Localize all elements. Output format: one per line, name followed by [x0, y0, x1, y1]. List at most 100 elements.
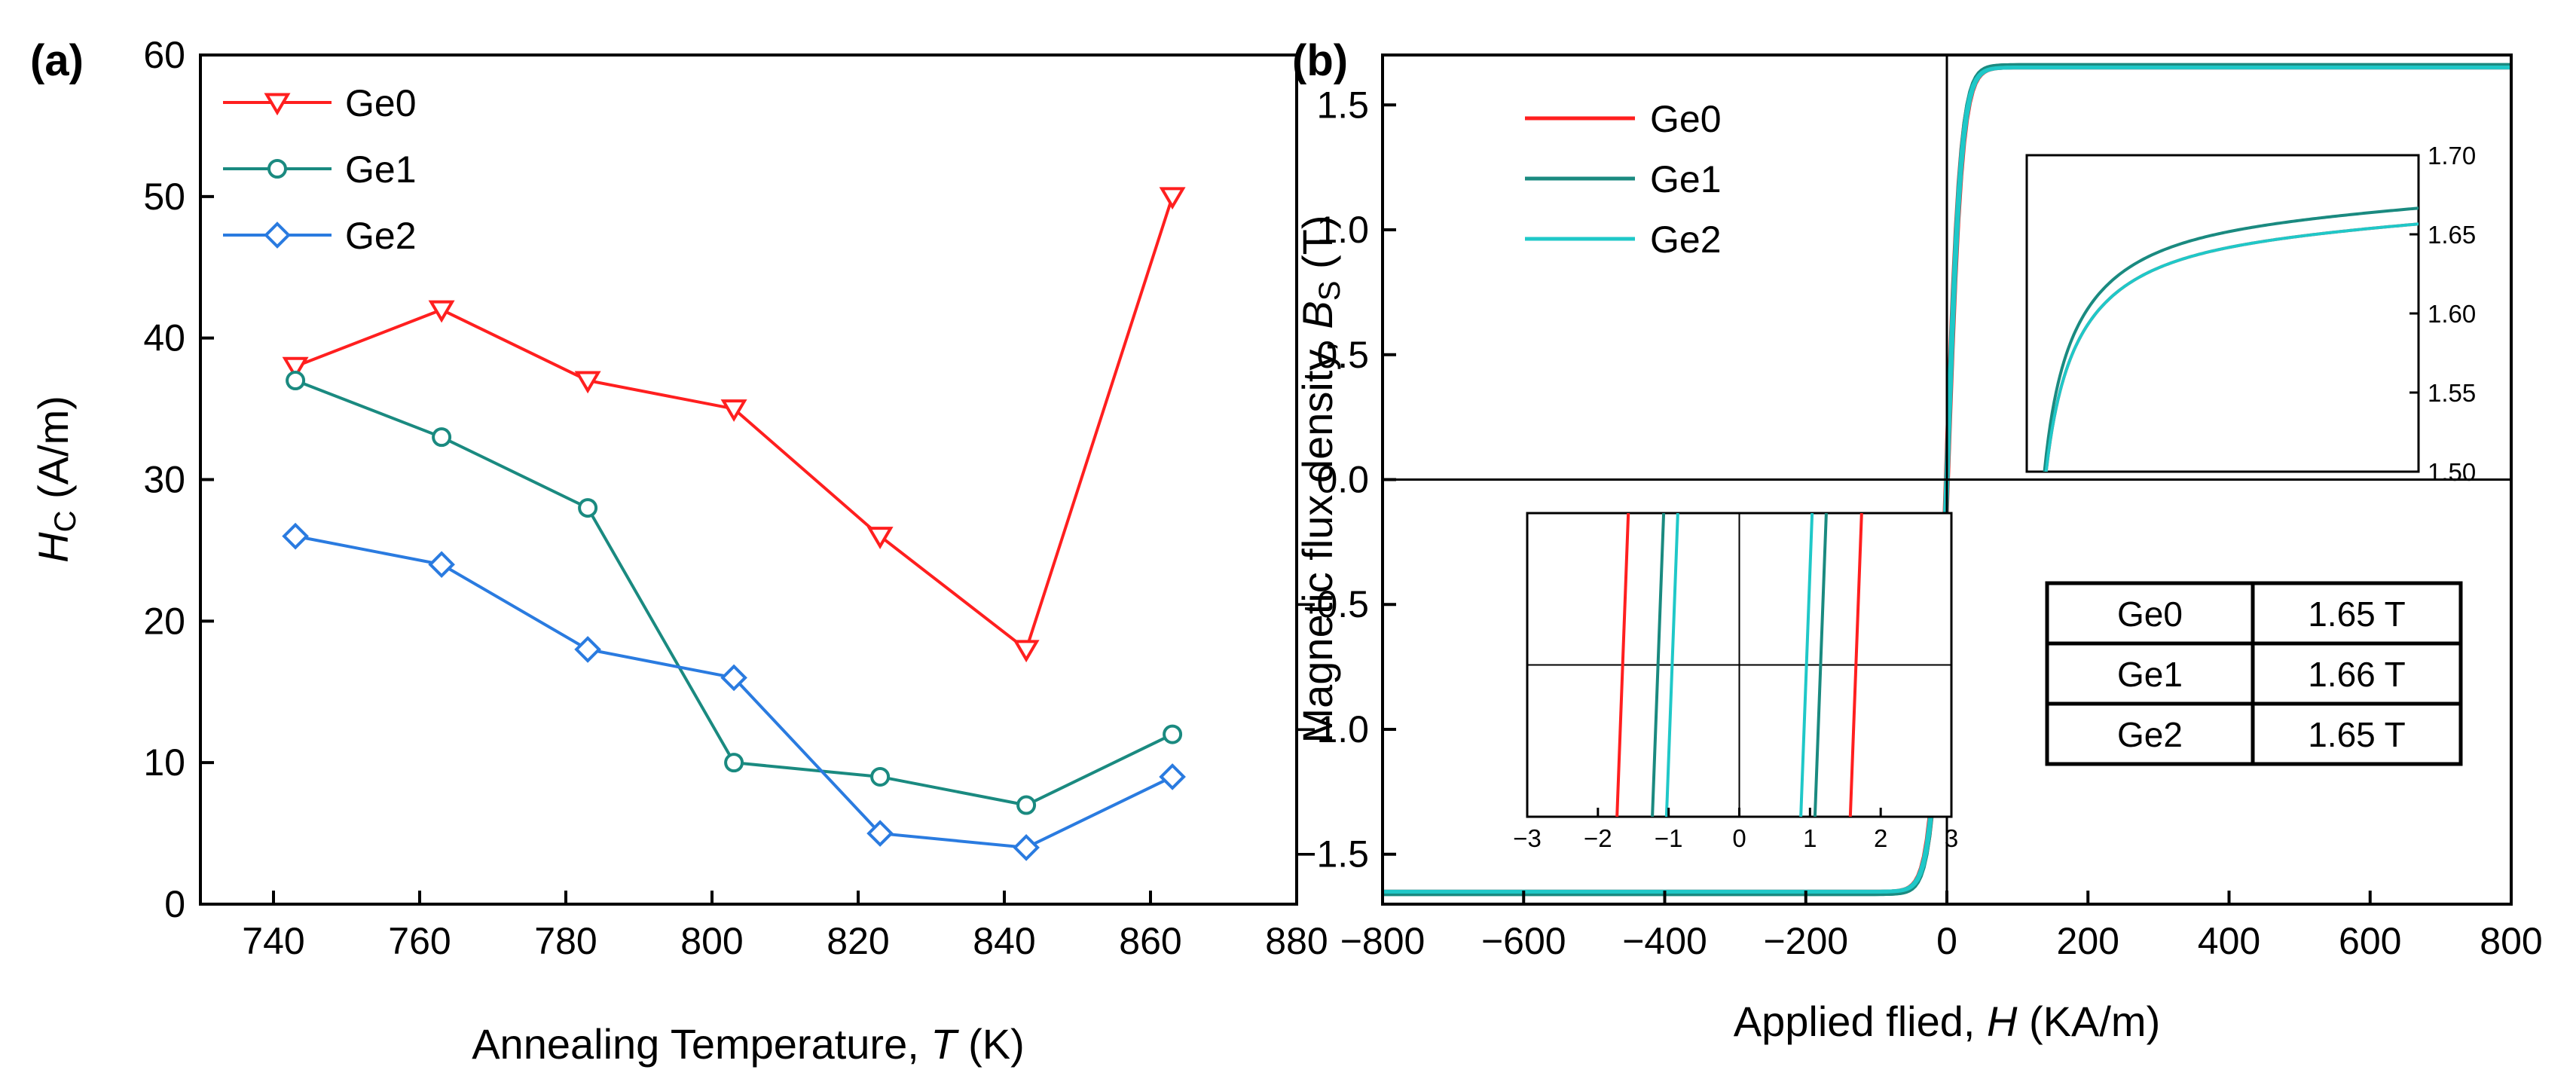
b-legend-label: Ge1: [1650, 158, 1722, 200]
inset-bottom-branch-ge0: [1615, 513, 1630, 817]
inset-bottom-tick-label: −2: [1584, 824, 1612, 852]
a-point-ge1: [1163, 724, 1183, 744]
a-point-ge2: [720, 664, 747, 692]
b-x-tick-label: 0: [1936, 920, 1957, 962]
table-cell-sample: [2045, 581, 2255, 646]
panel-a-y-ticks: 0 10 20 30 40 50 60: [143, 34, 214, 925]
a-y-tick-label: 20: [143, 600, 185, 642]
a-point-ge0: [574, 371, 601, 394]
b-x-tick-label: 200: [2057, 920, 2119, 962]
table-sample-label: Ge1: [2117, 655, 2183, 694]
panel-a-series: [282, 187, 1186, 861]
inset-bottom-tick-label: 3: [1945, 824, 1958, 852]
b-x-tick-label: 600: [2339, 920, 2401, 962]
a-point-ge0: [282, 356, 309, 380]
inset-top-y-ticks: 1.50 1.55 1.60 1.65 1.70: [2409, 142, 2476, 486]
a-point-ge0: [1159, 187, 1186, 210]
a-y-tick-label: 60: [143, 34, 185, 76]
a-line-ge0: [295, 196, 1175, 652]
b-x-tick-label: −600: [1481, 920, 1566, 962]
a-point-ge1: [1016, 795, 1037, 815]
panel-a-x-axis-title: Annealing Temperature, T (K): [472, 1020, 1025, 1068]
panel-b-inset-saturation: 1.50 1.55 1.60 1.65 1.70: [2025, 142, 2476, 486]
b-legend-label: Ge0: [1650, 98, 1722, 140]
inset-bottom-tick-label: −1: [1655, 824, 1683, 852]
inset-bottom-branch-ge2: [1799, 513, 1814, 817]
panel-a-legend: Ge0 Ge1 Ge2: [223, 82, 417, 257]
panel-b-legend: Ge0 Ge1 Ge2: [1525, 98, 1722, 261]
inset-top-curve-ge2: [2044, 222, 2419, 472]
b-legend-label: Ge2: [1650, 219, 1722, 261]
a-series-ge0: [282, 187, 1186, 663]
a-x-tick-label: 820: [827, 920, 889, 962]
panel-b-label: (b): [1292, 36, 1348, 85]
a-legend-marker: [264, 93, 291, 116]
b-x-tick-label: −800: [1340, 920, 1426, 962]
panel-a-hc-vs-temperature: (a) 740 760 780 800 820 840 860 880 0 10 20 30 40 50…: [29, 34, 1328, 1068]
panel-b-x-ticks: −800 −600 −400 −200 0 200 400 600 800: [1340, 891, 2543, 962]
a-x-tick-label: 780: [534, 920, 597, 962]
a-x-tick-label: 860: [1119, 920, 1181, 962]
panel-b-y-ticks: −1.5 −1.0 −0.5 0.0 0.5 1.0 1.5: [1294, 84, 1396, 876]
panel-a-label: (a): [30, 36, 84, 85]
panel-a-y-axis-title: HC (A/m): [29, 396, 82, 563]
table-value-label: 1.65 T: [2308, 594, 2406, 634]
a-point-ge2: [1159, 763, 1186, 790]
panel-b-x-axis-title: Applied flied, H (KA/m): [1734, 998, 2160, 1045]
inset-top-tick-label: 1.50: [2428, 458, 2476, 486]
inset-bottom-branch-ge1: [1813, 513, 1828, 817]
a-x-tick-label: 800: [680, 920, 743, 962]
table-value-label: 1.66 T: [2308, 655, 2406, 694]
inset-bottom-tick-label: 1: [1803, 824, 1817, 852]
inset-top-tick-label: 1.65: [2428, 221, 2476, 249]
a-legend-marker: [264, 222, 291, 249]
b-y-tick-label: −1.0: [1294, 708, 1369, 750]
a-point-ge2: [1013, 834, 1040, 861]
inset-bottom-branch-ge1: [1651, 513, 1666, 817]
inset-bottom-branch-ge0: [1848, 513, 1863, 817]
table-sample-label: Ge0: [2117, 594, 2183, 634]
inset-top-curves: [2043, 206, 2419, 472]
a-x-tick-label: 740: [242, 920, 304, 962]
table-value-label: 1.65 T: [2308, 715, 2406, 754]
a-series-ge1: [286, 371, 1183, 815]
a-x-tick-label: 760: [388, 920, 451, 962]
inset-top-tick-label: 1.55: [2428, 379, 2476, 407]
a-x-tick-label: 880: [1265, 920, 1328, 962]
b-y-tick-label: 0.0: [1316, 459, 1369, 501]
a-point-ge1: [578, 498, 598, 518]
a-y-tick-label: 30: [143, 459, 185, 501]
b-x-tick-label: 800: [2480, 920, 2542, 962]
panel-b-saturation-table: Ge0 1.65 T Ge1 1.66 T Ge2 1.65 T: [2045, 581, 2463, 766]
inset-bottom-tick-label: 2: [1874, 824, 1887, 852]
a-line-ge1: [295, 379, 1173, 807]
b-x-tick-label: 400: [2198, 920, 2260, 962]
a-point-ge1: [870, 766, 891, 787]
panel-b-hysteresis: (b) −800 −600 −400 −200 0 200 400 600 800 −1.5−1…: [1292, 36, 2543, 1045]
a-y-tick-label: 10: [143, 741, 185, 784]
panel-a-x-ticks: 740 760 780 800 820 840 860 880: [242, 891, 1328, 962]
b-y-tick-label: 1.0: [1316, 209, 1369, 251]
inset-top-tick-label: 1.60: [2428, 300, 2476, 328]
inset-bottom-x-ticks: −3 −2 −1 0 1 2 3: [1513, 808, 1958, 852]
inset-bottom-branch-ge2: [1664, 513, 1679, 817]
a-y-tick-label: 0: [164, 883, 185, 925]
a-point-ge2: [282, 522, 309, 550]
b-y-tick-label: −0.5: [1294, 583, 1369, 625]
a-x-tick-label: 840: [973, 920, 1035, 962]
b-y-tick-label: 0.5: [1316, 334, 1369, 376]
table-cell-value: [2251, 701, 2463, 766]
a-legend-label: Ge0: [345, 82, 417, 124]
inset-bottom-curves: [1527, 513, 1951, 817]
b-y-tick-label: 1.5: [1316, 84, 1369, 126]
a-point-ge1: [432, 427, 452, 448]
inset-top-frame: [2025, 154, 2420, 473]
a-point-ge2: [866, 820, 894, 847]
b-x-tick-label: −200: [1763, 920, 1848, 962]
a-point-ge1: [724, 753, 744, 773]
a-line-ge2: [295, 534, 1173, 849]
a-legend-label: Ge1: [345, 148, 417, 191]
b-y-tick-label: −1.5: [1294, 833, 1369, 876]
a-point-ge1: [286, 371, 306, 391]
